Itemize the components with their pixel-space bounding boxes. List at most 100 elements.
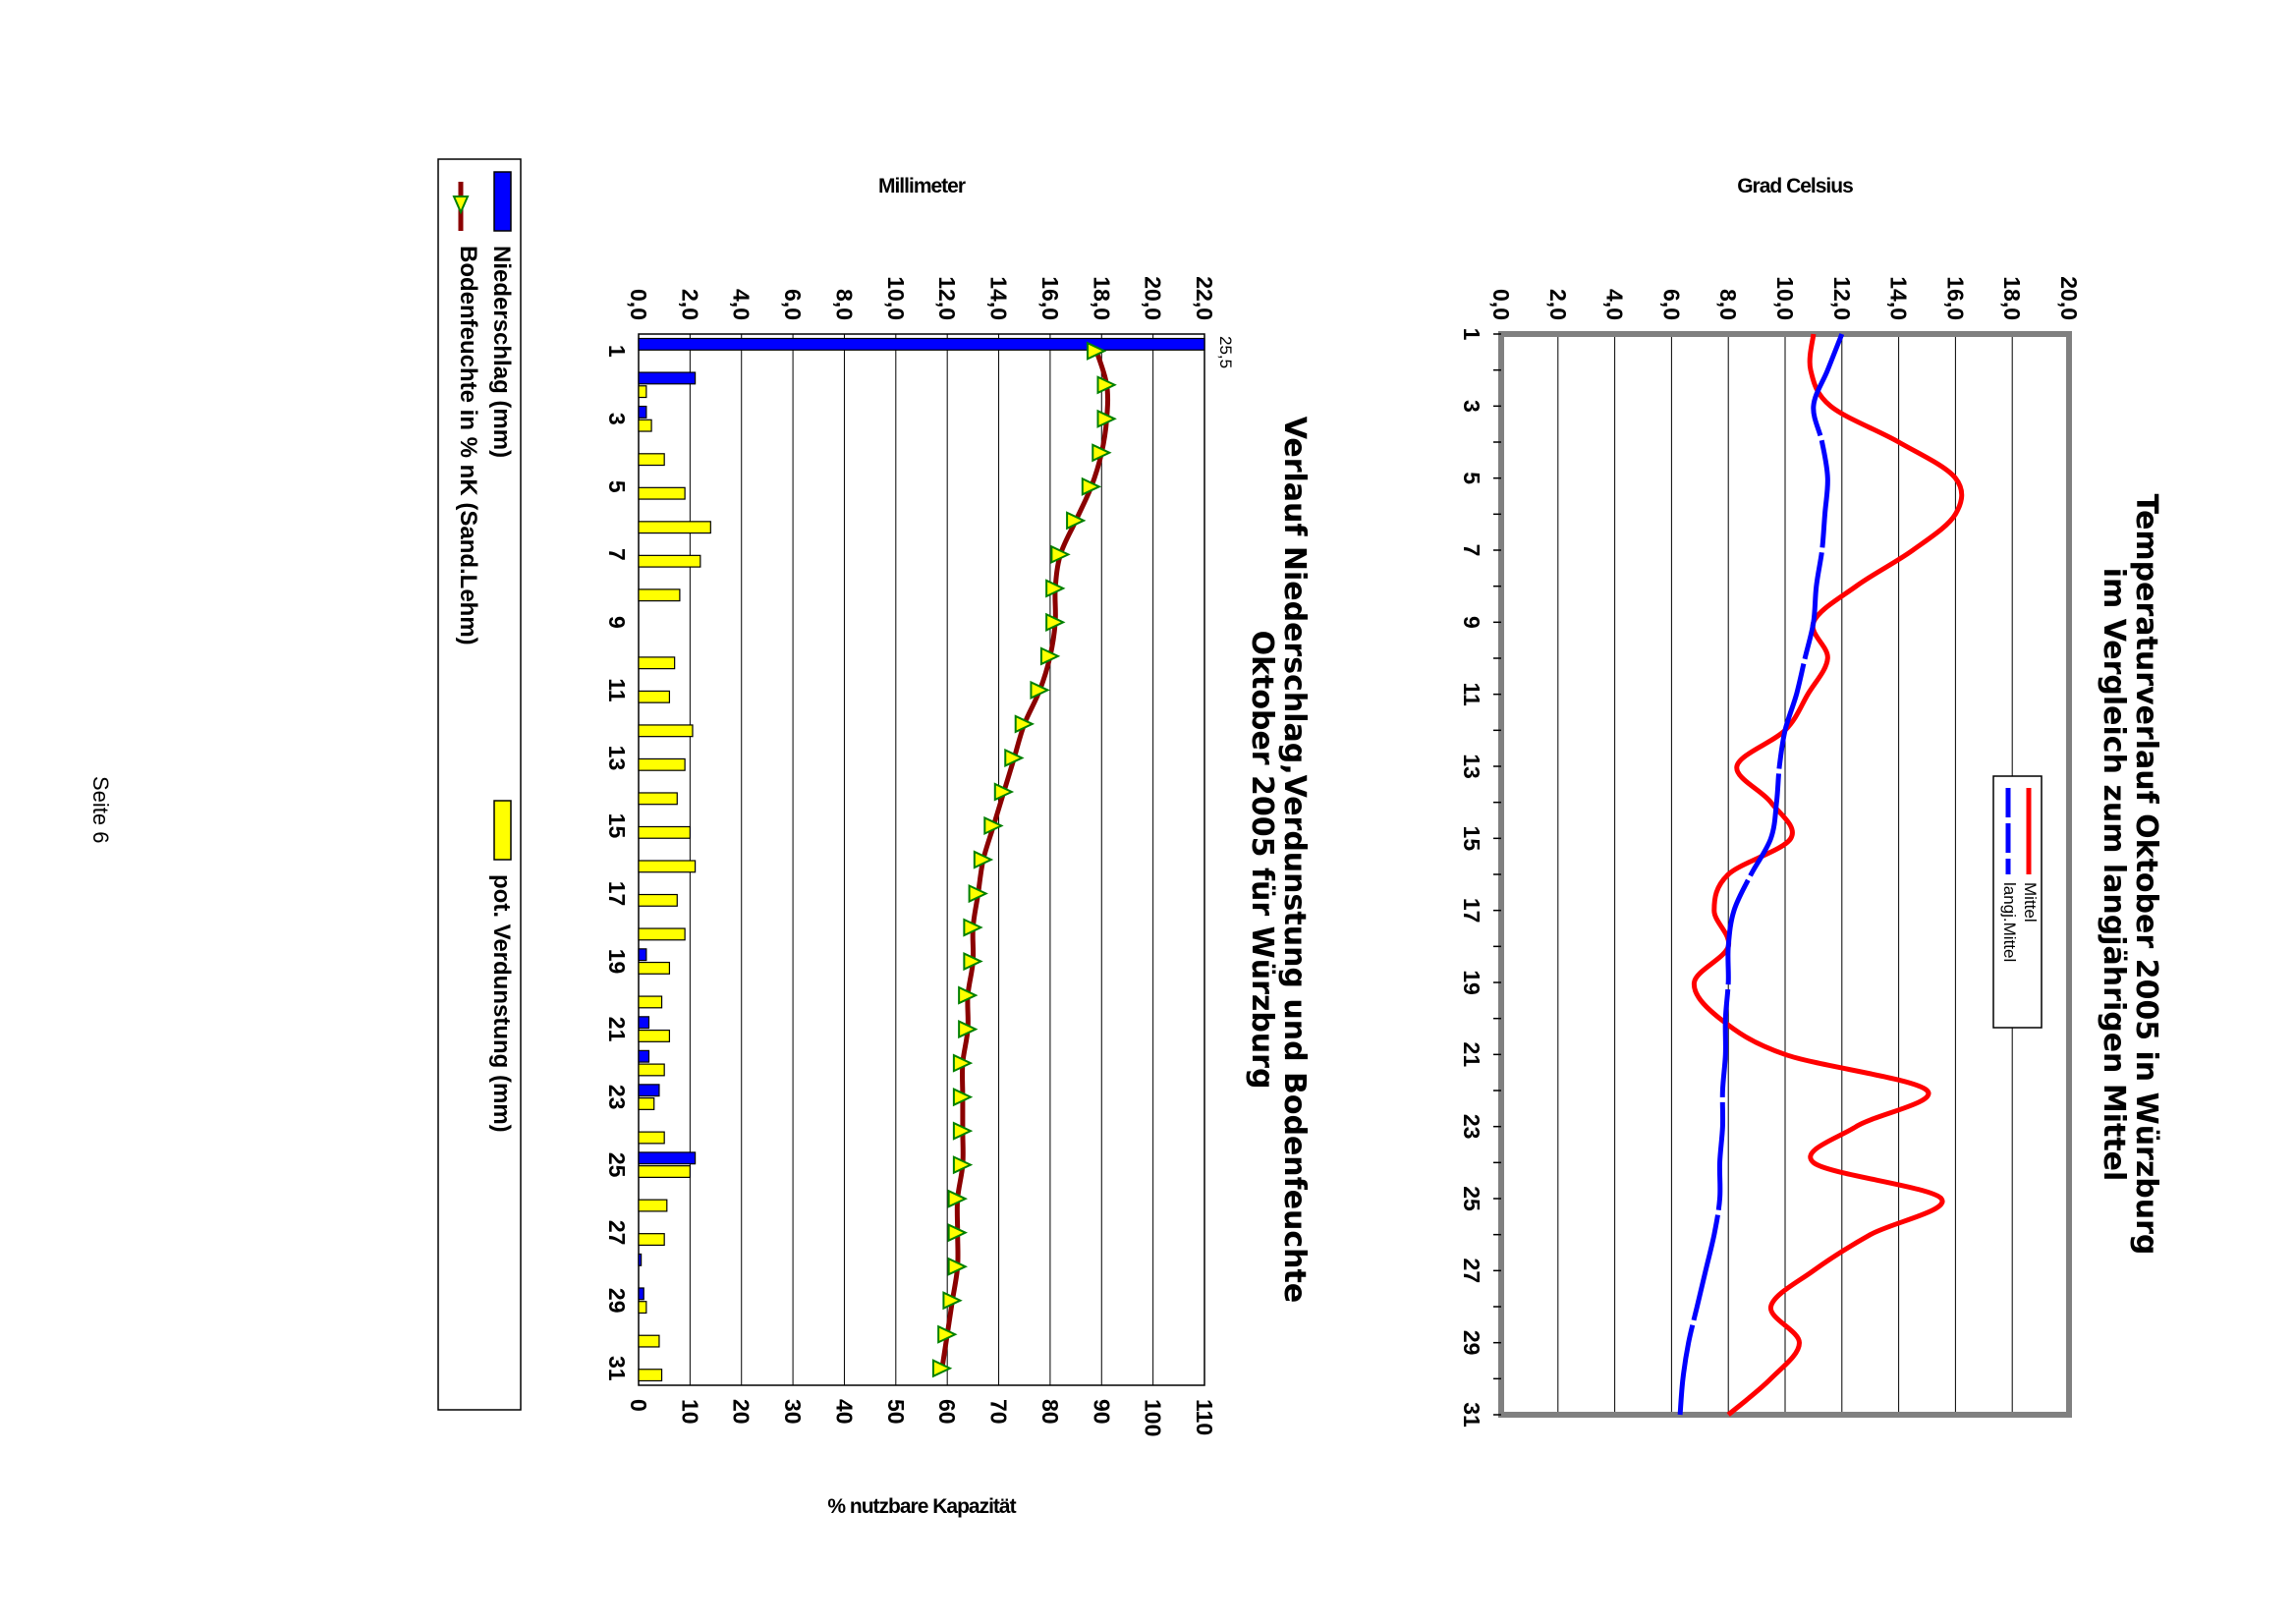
- niederschlag-bar: [638, 1287, 644, 1301]
- precipitation-x-tick-label: 19: [604, 949, 630, 975]
- precipitation-legend-box: [437, 158, 522, 1411]
- temperature-y-ticks: 0,0 2,0 4,0 6,0 8,0 10,0 12,0 14,0 16,0 18,0 20,0: [1488, 276, 2082, 320]
- verdunstung-bar: [638, 453, 665, 467]
- legend-verdunstung-label: pot. Verdunstung (mm): [488, 874, 515, 1133]
- temperature-y-tick-label: 4,0: [1602, 289, 1628, 320]
- verdunstung-bar: [638, 961, 671, 975]
- capacity-y2-tick-label: 60: [934, 1399, 960, 1425]
- temperature-grid: [1557, 334, 2013, 1415]
- temperature-subtitle: im Vergleich zum langjährigen Mittel: [2097, 568, 2131, 1182]
- verdunstung-bar: [638, 757, 686, 771]
- temperature-x-tick-label: 5: [1459, 472, 1484, 484]
- bodenfeuchte-marker: [1004, 748, 1025, 768]
- bodenfeuchte-marker: [937, 1324, 958, 1344]
- bodenfeuchte-marker: [947, 1223, 969, 1243]
- verdunstung-bar: [638, 554, 701, 568]
- temperature-x-tick-label: 21: [1459, 1042, 1484, 1068]
- precipitation-legend: Niederschlag (mm) pot. Verdunstung (mm) …: [437, 158, 522, 1411]
- temperature-x-tick-label: 27: [1459, 1259, 1484, 1284]
- legend-mittel-label: Mittel: [2021, 882, 2040, 923]
- legend-langj-mittel-label: langj.Mittel: [2000, 882, 2019, 962]
- precipitation-y-tick-label: 12,0: [934, 276, 960, 320]
- verdunstung-bar: [638, 825, 691, 839]
- verdunstung-bar: [638, 893, 678, 907]
- bodenfeuchte-line: [939, 350, 1111, 1370]
- bodenfeuchte-marker: [1014, 714, 1036, 734]
- niederschlag-bar: [638, 1016, 650, 1030]
- verdunstung-bar: [638, 1233, 665, 1247]
- bodenfeuchte-marker: [1066, 511, 1087, 531]
- capacity-y2-tick-label: 80: [1037, 1399, 1063, 1425]
- temperature-x-tick-label: 15: [1459, 826, 1484, 852]
- niederschlag-bar: [638, 1084, 660, 1097]
- temperature-x-tick-label: 25: [1459, 1186, 1484, 1211]
- bodenfeuchte-marker: [963, 918, 983, 937]
- verdunstung-bar: [638, 1369, 663, 1382]
- precipitation-subtitle: Oktober 2005 für Würzburg: [1245, 631, 1279, 1090]
- precipitation-y-tick-label: 22,0: [1192, 276, 1217, 320]
- niederschlag-bar: [638, 948, 647, 962]
- bodenfeuchte-marker: [947, 1257, 969, 1276]
- soil-moisture-line: [931, 341, 1117, 1378]
- precipitation-x-tick-label: 23: [604, 1085, 630, 1110]
- precipitation-x-tick-label: 7: [604, 548, 630, 561]
- temperature-y-tick-label: 20,0: [2056, 276, 2082, 320]
- bodenfeuchte-marker: [947, 1189, 969, 1208]
- temperature-legend-box: [1992, 775, 2043, 1029]
- precipitation-x-tick-label: 9: [604, 616, 630, 629]
- precipitation-x-tick-label: 11: [604, 678, 630, 702]
- temperature-y-tick-label: 18,0: [1999, 276, 2025, 320]
- precipitation-y-tick-label: 20,0: [1141, 276, 1166, 320]
- temperature-y-tick-label: 2,0: [1545, 289, 1571, 320]
- temperature-x-tick-label: 23: [1459, 1114, 1484, 1140]
- bodenfeuchte-marker: [1081, 476, 1102, 496]
- temperature-x-tick-label: 7: [1459, 544, 1484, 557]
- temperature-y-tick-label: 10,0: [1772, 276, 1798, 320]
- verdunstung-bar: [638, 1063, 665, 1077]
- series-langj-mittel-line: [1677, 333, 1845, 1416]
- verdunstung-bar: [638, 1029, 671, 1042]
- precipitation-x-tick-label: 29: [604, 1288, 630, 1314]
- temperature-title: Temperaturverlauf Oktober 2005 in Würzbu…: [2129, 494, 2163, 1256]
- bodenfeuchte-marker: [952, 1088, 974, 1107]
- verdunstung-bar: [638, 385, 647, 399]
- precipitation-x-tick-label: 27: [604, 1220, 630, 1246]
- capacity-y2-tick-label: 110: [1192, 1399, 1217, 1435]
- precipitation-y-tick-label: 6,0: [780, 289, 806, 320]
- niederschlag-bar: [638, 1151, 697, 1165]
- precipitation-x-tick-label: 15: [604, 813, 630, 839]
- legend-verdunstung-swatch: [493, 800, 512, 861]
- precipitation-y-tick-label: 16,0: [1037, 276, 1063, 320]
- capacity-y2-tick-label: 0: [626, 1399, 651, 1412]
- verdunstung-bar: [638, 486, 686, 500]
- verdunstung-bar: [638, 860, 697, 873]
- precipitation-chart: 0,0 2,0 4,0 6,0 8,0 10,0 12,0 14,0 16,0 18,0 20,0 2…: [437, 158, 1312, 1518]
- capacity-y2-tick-label: 20: [729, 1399, 755, 1425]
- bodenfeuchte-marker: [993, 782, 1015, 802]
- bodenfeuchte-marker: [1030, 680, 1050, 700]
- precipitation-x-tick-label: 21: [604, 1017, 630, 1042]
- bodenfeuchte-marker: [1096, 375, 1117, 395]
- verdunstung-bar: [638, 419, 652, 432]
- temperature-y-tick-label: 0,0: [1488, 289, 1514, 320]
- precipitation-y-tick-label: 10,0: [883, 276, 909, 320]
- verdunstung-bar: [638, 1097, 655, 1110]
- verdunstung-bar: [638, 1165, 691, 1178]
- precipitation-y-tick-label: 18,0: [1089, 276, 1114, 320]
- precipitation-y-axis-label: Millimeter: [878, 175, 966, 197]
- niederschlag-bar: [638, 337, 1205, 351]
- precipitation-x-tick-label: 1: [604, 345, 630, 358]
- temperature-x-tick-label: 11: [1459, 683, 1484, 707]
- legend-bodenfeuchte-marker: [452, 196, 470, 215]
- niederschlag-bar: [638, 405, 647, 419]
- niederschlag-bar: [638, 1049, 650, 1063]
- temperature-y-tick-label: 6,0: [1658, 289, 1684, 320]
- temperature-x-tick-label: 29: [1459, 1330, 1484, 1356]
- bodenfeuchte-marker: [1045, 579, 1066, 598]
- bodenfeuchte-marker: [1096, 409, 1117, 428]
- precipitation-x-tick-label: 3: [604, 413, 630, 425]
- bodenfeuchte-marker: [931, 1359, 953, 1378]
- niederschlag-bar: [638, 371, 697, 385]
- bodenfeuchte-marker: [1050, 544, 1071, 564]
